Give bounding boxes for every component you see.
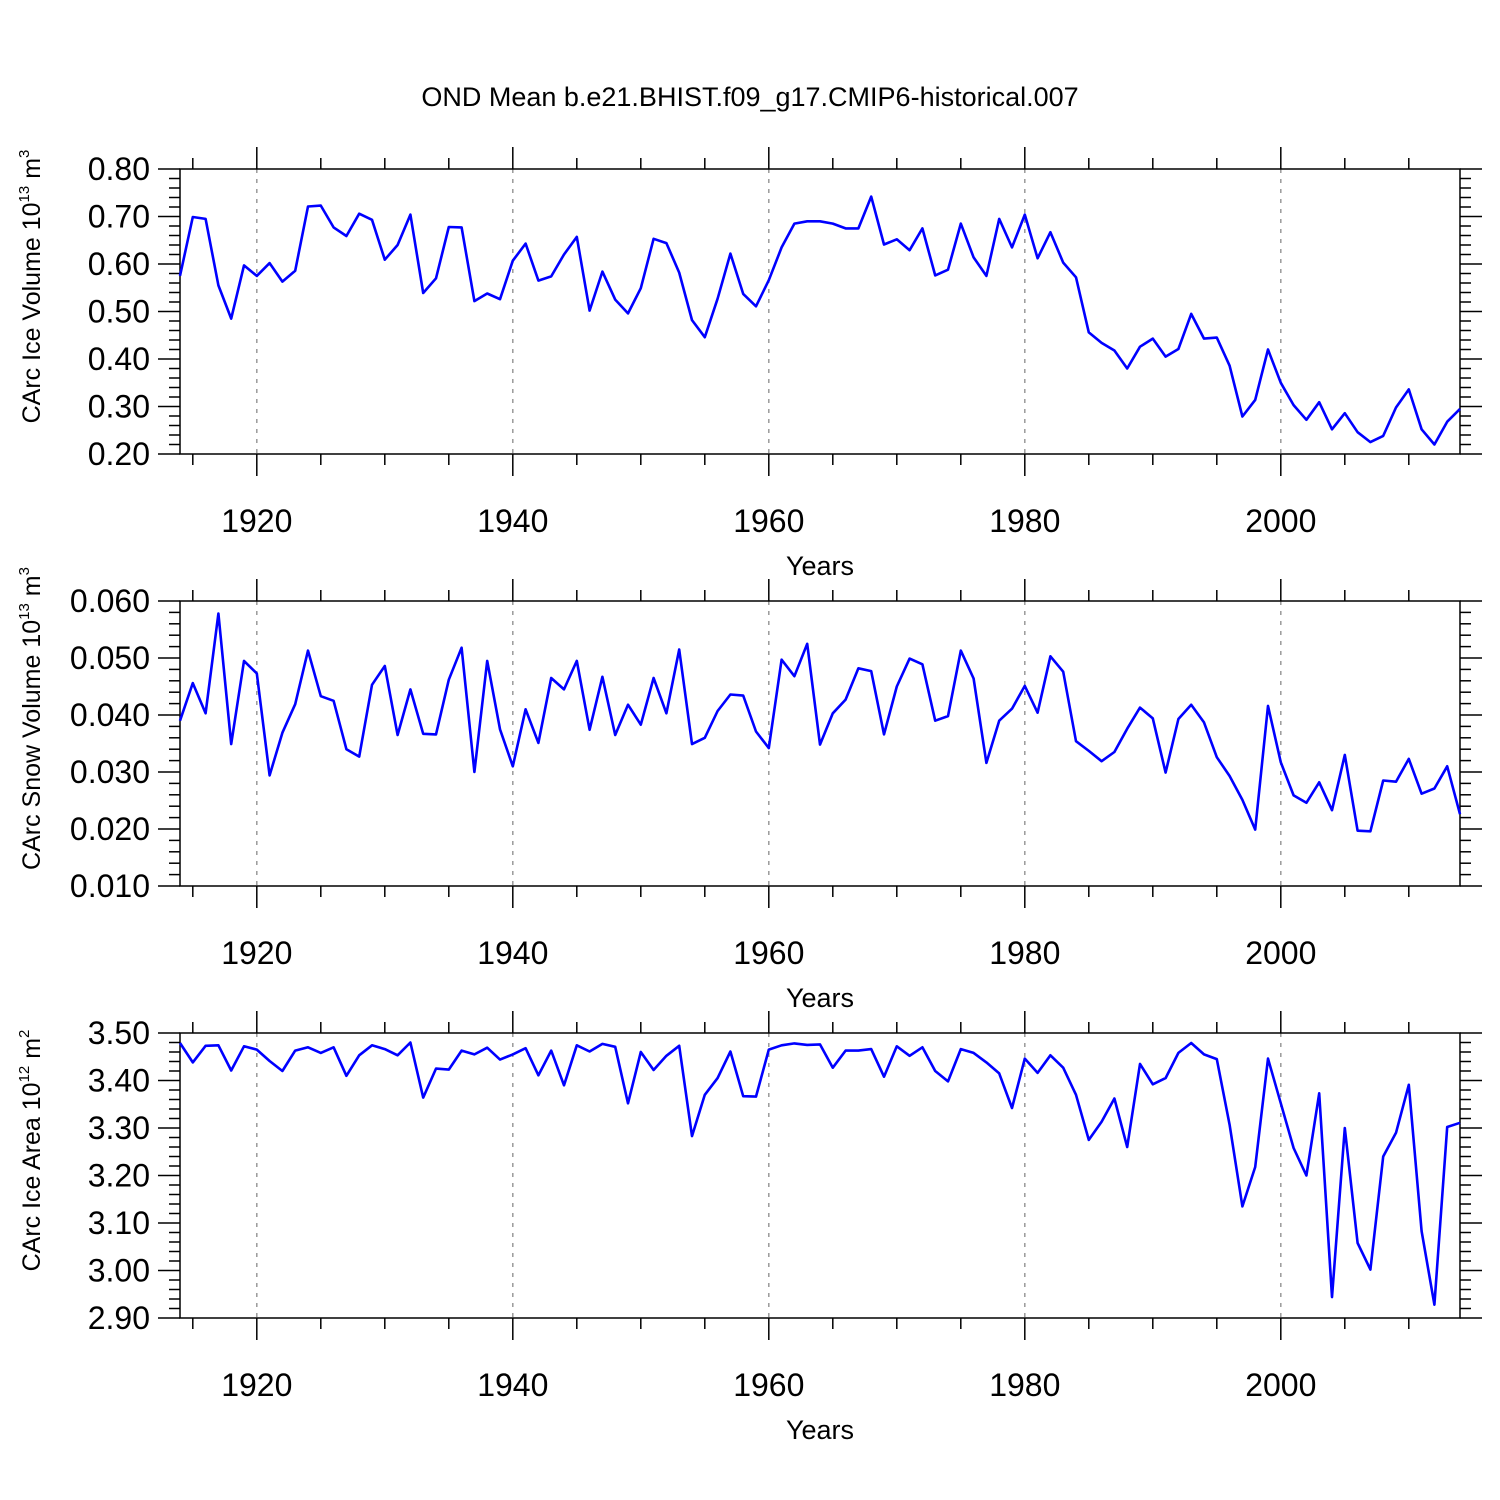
- ice-area-xtick-label: 1940: [477, 1367, 548, 1403]
- snow-volume-ytick-label: 0.050: [70, 640, 150, 676]
- chart-title: OND Mean b.e21.BHIST.f09_g17.CMIP6-histo…: [421, 82, 1078, 112]
- snow-volume-xtick-label: 1960: [733, 935, 804, 971]
- ice-area-ytick-label: 3.20: [88, 1158, 150, 1194]
- ice-volume-y-axis-label: CArc Ice Volume 1013 m3: [16, 150, 46, 424]
- ice-volume-ytick-label: 0.70: [88, 199, 150, 235]
- ice-area-xtick-label: 1920: [221, 1367, 292, 1403]
- ice-area-xtick-label: 1960: [733, 1367, 804, 1403]
- ice-volume-ytick-label: 0.30: [88, 389, 150, 425]
- ice-area-plot-frame: [179, 1032, 1461, 1319]
- ice-volume-ytick-label: 0.80: [88, 151, 150, 187]
- snow-volume-xtick-label: 1920: [221, 935, 292, 971]
- snow-volume-y-axis-label: CArc Snow Volume 1013 m3: [16, 567, 46, 870]
- ice-volume-xtick-label: 1920: [221, 503, 292, 539]
- ice-volume-xtick-label: 1980: [989, 503, 1060, 539]
- ice-area-x-axis-label: Years: [786, 1415, 854, 1445]
- ice-area-ytick-label: 2.90: [88, 1300, 150, 1336]
- snow-volume-ytick-label: 0.010: [70, 868, 150, 904]
- snow-volume-ytick-label: 0.020: [70, 811, 150, 847]
- panel-ice-area: 2.90 3.00 3.10 3.20 3.30 3.40 3.50 1920 1940 1960…: [16, 1011, 1482, 1445]
- ice-volume-ytick-label: 0.60: [88, 246, 150, 282]
- snow-volume-ytick-label: 0.040: [70, 697, 150, 733]
- snow-volume-x-axis-label: Years: [786, 983, 854, 1013]
- snow-volume-plot-frame: [179, 600, 1461, 887]
- panel-ice-volume: 0.20 0.30 0.40 0.50 0.60 0.70 0.80 1920 1940 1960…: [16, 147, 1482, 581]
- panel-snow-volume: 0.010 0.020 0.030 0.040 0.050 0.060 1920 1940 19…: [16, 567, 1482, 1013]
- snow-volume-xtick-label: 1940: [477, 935, 548, 971]
- ice-volume-xtick-label: 1960: [733, 503, 804, 539]
- ice-area-ytick-label: 3.50: [88, 1015, 150, 1051]
- ice-volume-ytick-label: 0.50: [88, 294, 150, 330]
- snow-volume-xtick-label: 1980: [989, 935, 1060, 971]
- snow-volume-ytick-label: 0.030: [70, 754, 150, 790]
- ice-volume-plot-frame: [179, 168, 1461, 455]
- ice-volume-xtick-label: 1940: [477, 503, 548, 539]
- ice-area-ytick-label: 3.10: [88, 1205, 150, 1241]
- ice-volume-xtick-label: 2000: [1245, 503, 1316, 539]
- ice-volume-ytick-label: 0.20: [88, 436, 150, 472]
- snow-volume-series-line: [178, 612, 1462, 833]
- snow-volume-ytick-label: 0.060: [70, 583, 150, 619]
- ice-area-series-line: [178, 1041, 1461, 1306]
- ice-area-y-axis-label: CArc Ice Area 1012 m2: [16, 1030, 46, 1272]
- ice-area-ytick-label: 3.00: [88, 1253, 150, 1289]
- ice-area-ytick-label: 3.40: [88, 1063, 150, 1099]
- ice-area-ytick-label: 3.30: [88, 1110, 150, 1146]
- snow-volume-xtick-label: 2000: [1245, 935, 1316, 971]
- ice-volume-x-axis-label: Years: [786, 551, 854, 581]
- ice-volume-series-line: [178, 195, 1461, 446]
- ice-area-xtick-label: 1980: [989, 1367, 1060, 1403]
- ice-area-xtick-label: 2000: [1245, 1367, 1316, 1403]
- ice-volume-ytick-label: 0.40: [88, 341, 150, 377]
